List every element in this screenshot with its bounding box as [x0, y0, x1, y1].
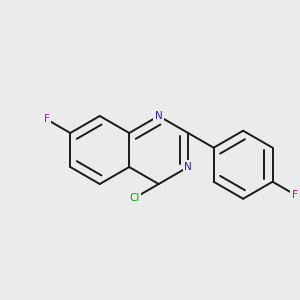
Text: F: F — [292, 190, 298, 200]
Text: Cl: Cl — [129, 193, 139, 203]
Text: F: F — [44, 114, 50, 124]
Text: N: N — [184, 162, 192, 172]
Text: N: N — [155, 111, 163, 121]
